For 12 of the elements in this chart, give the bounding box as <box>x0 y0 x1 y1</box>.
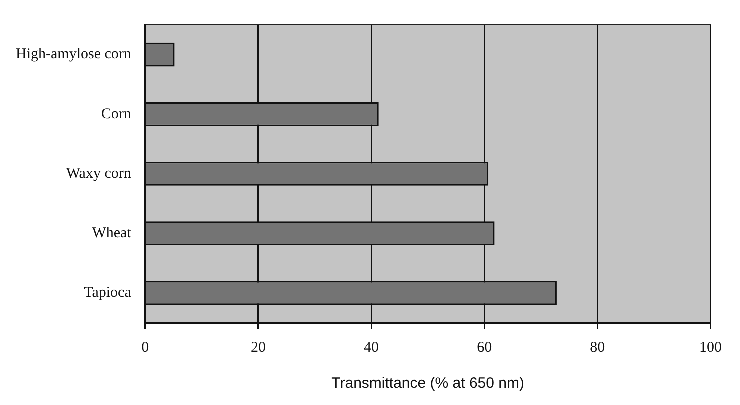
x-tick-label: 100 <box>700 340 722 356</box>
x-tick-label: 0 <box>142 340 150 356</box>
x-axis-title: Transmittance (% at 650 nm) <box>332 375 524 392</box>
x-tick-label: 60 <box>477 340 492 356</box>
y-tick-label: Wheat <box>92 226 132 242</box>
y-tick-label: Tapioca <box>84 285 132 302</box>
x-tick-label: 80 <box>590 340 606 356</box>
y-tick-label: Corn <box>101 106 132 122</box>
y-tick-label: Waxy corn <box>66 166 132 182</box>
x-tick-label: 40 <box>364 340 380 356</box>
x-tick-label: 20 <box>250 340 266 356</box>
y-tick-label: High-amylose corn <box>16 46 132 63</box>
